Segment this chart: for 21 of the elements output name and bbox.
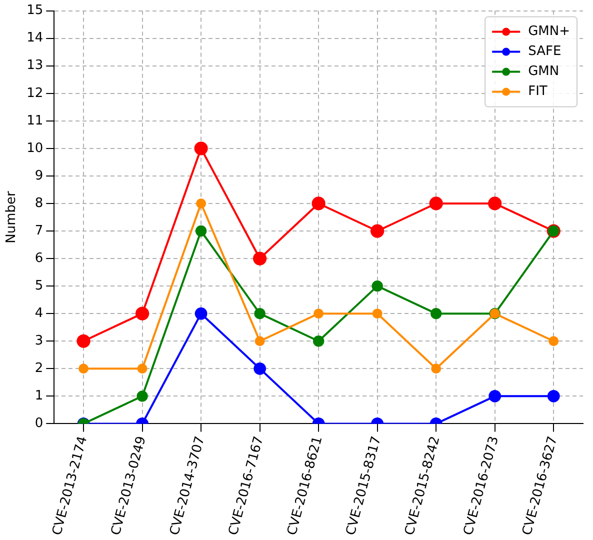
y-tick-label: 9: [34, 168, 44, 184]
y-tick-label: 13: [26, 58, 44, 74]
y-tick-label: 11: [26, 113, 44, 128]
legend-label: GMN+: [528, 24, 570, 40]
y-tick-label: 3: [34, 333, 44, 348]
y-tick-label: 14: [26, 30, 44, 46]
y-tick-label: 1: [34, 388, 44, 404]
y-tick-label: 6: [34, 250, 44, 266]
y-tick-label: 15: [26, 3, 44, 18]
y-tick-label: 7: [34, 223, 44, 238]
y-tick-label: 4: [34, 306, 44, 321]
legend-label: SAFE: [528, 44, 562, 60]
y-tick-label: 10: [26, 140, 44, 156]
legend-label: FIT: [528, 84, 548, 100]
y-tick-label: 5: [34, 278, 44, 294]
legend-label: GMN: [528, 64, 560, 80]
y-tick-label: 12: [26, 86, 44, 101]
y-tick-label: 8: [34, 196, 44, 211]
y-tick-label: 2: [34, 361, 44, 376]
y-tick-label: 0: [34, 416, 44, 432]
y-axis-title: Number: [4, 190, 20, 244]
